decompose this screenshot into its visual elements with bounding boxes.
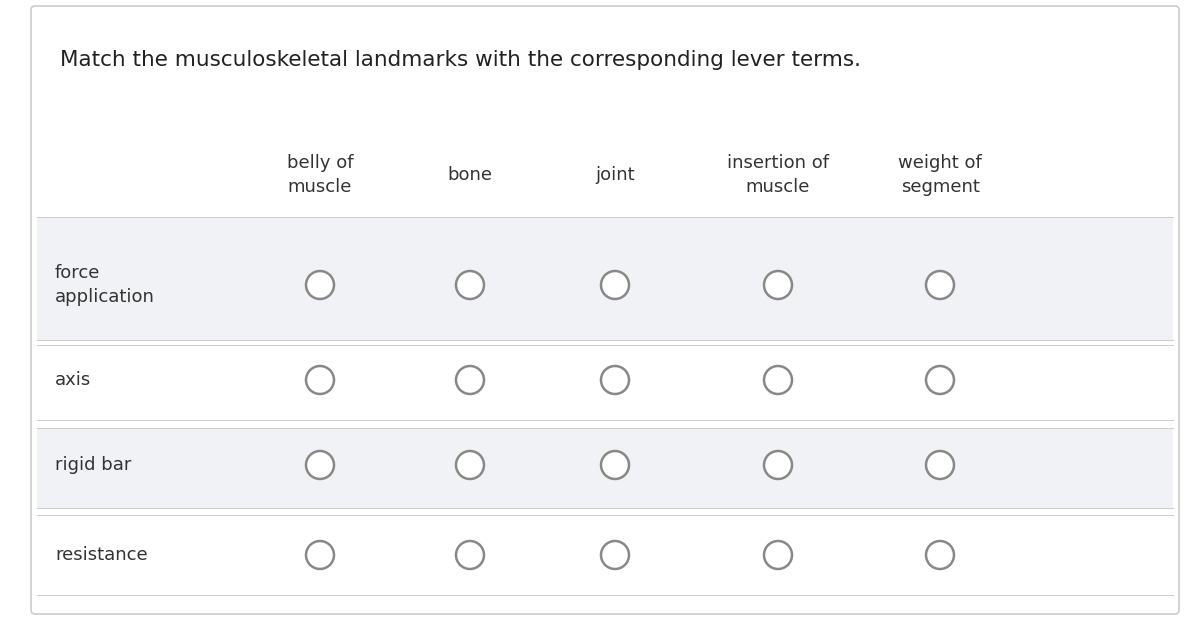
Circle shape [456,451,484,479]
Circle shape [601,271,629,299]
Circle shape [764,541,792,569]
Text: rigid bar: rigid bar [55,456,131,474]
FancyBboxPatch shape [37,217,1174,340]
FancyBboxPatch shape [37,515,1174,595]
Circle shape [764,271,792,299]
Text: bone: bone [448,166,492,184]
Circle shape [456,366,484,394]
Text: belly of
muscle: belly of muscle [287,154,353,196]
Text: axis: axis [55,371,91,389]
Circle shape [601,366,629,394]
FancyBboxPatch shape [37,428,1174,508]
Circle shape [926,271,954,299]
Text: Match the musculoskeletal landmarks with the corresponding lever terms.: Match the musculoskeletal landmarks with… [60,50,862,70]
Text: resistance: resistance [55,546,148,564]
Circle shape [601,541,629,569]
Text: force
application: force application [55,264,155,306]
Text: insertion of
muscle: insertion of muscle [727,154,829,196]
Circle shape [306,451,334,479]
Circle shape [764,366,792,394]
Circle shape [306,366,334,394]
Circle shape [764,451,792,479]
Circle shape [601,451,629,479]
Circle shape [926,451,954,479]
Circle shape [456,541,484,569]
Circle shape [306,541,334,569]
Text: joint: joint [595,166,635,184]
Circle shape [926,541,954,569]
Text: weight of
segment: weight of segment [898,154,982,196]
Circle shape [456,271,484,299]
Circle shape [926,366,954,394]
FancyBboxPatch shape [31,6,1178,614]
FancyBboxPatch shape [37,345,1174,420]
Circle shape [306,271,334,299]
